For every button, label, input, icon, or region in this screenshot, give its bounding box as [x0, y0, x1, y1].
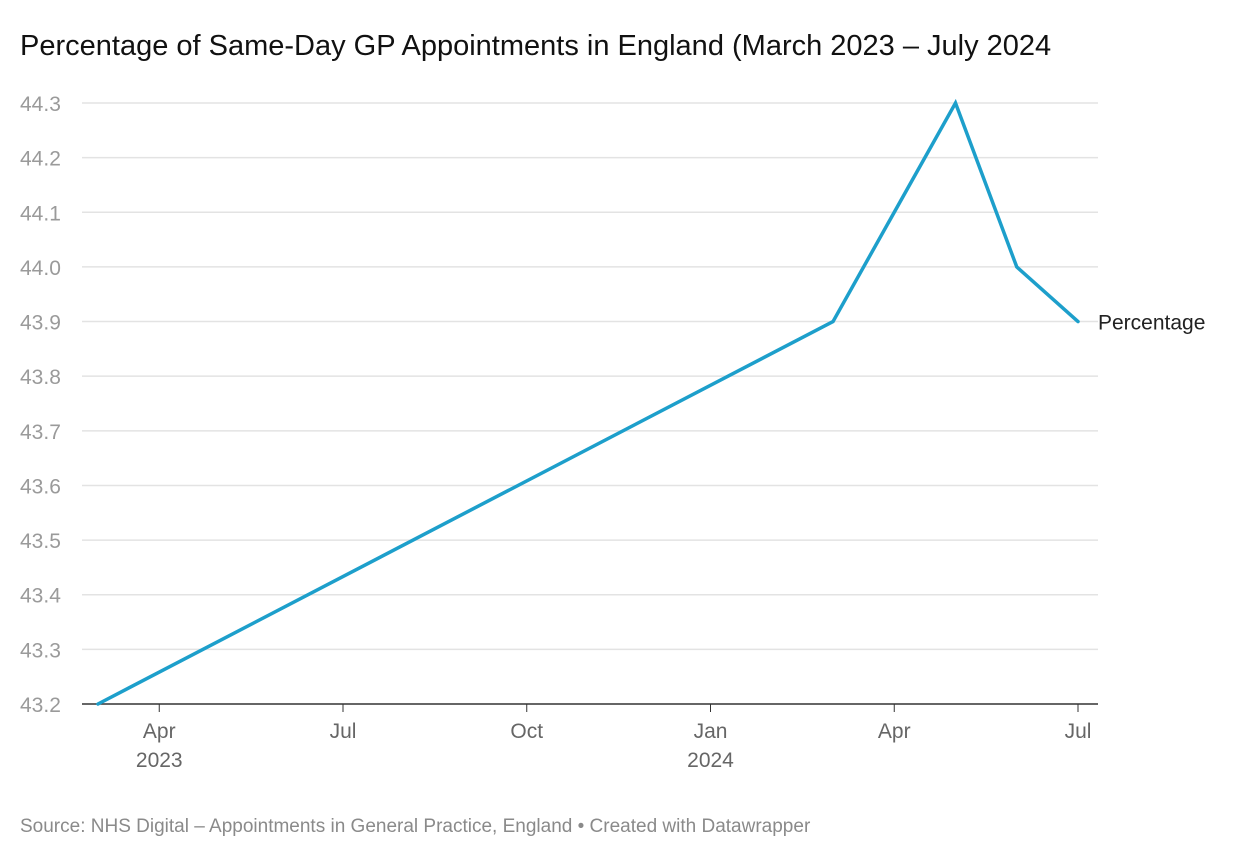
source-note: Source: NHS Digital – Appointments in Ge… — [20, 816, 811, 837]
x-tick-label: Oct — [510, 720, 543, 743]
gridlines — [82, 102, 1098, 705]
data-point — [1015, 265, 1019, 269]
y-tick-label: 44.3 — [20, 93, 61, 116]
y-tick-label: 43.3 — [20, 639, 61, 662]
y-tick-label: 43.6 — [20, 475, 61, 498]
series-line — [96, 98, 1080, 706]
y-tick-label: 43.8 — [20, 366, 61, 389]
x-tick-label: Jan — [694, 720, 728, 743]
data-point — [1076, 320, 1080, 324]
x-tick-label: Apr — [878, 720, 911, 743]
y-tick-label: 43.2 — [20, 694, 61, 717]
y-tick-label: 43.9 — [20, 312, 61, 335]
data-point — [831, 320, 835, 324]
y-tick-label: 44.1 — [20, 202, 61, 225]
x-tick-label: Jul — [330, 720, 357, 743]
series-label: Percentage — [1098, 312, 1205, 335]
x-tick-label: Apr — [143, 720, 176, 743]
y-tick-label: 43.5 — [20, 530, 61, 553]
chart-title: Percentage of Same-Day GP Appointments i… — [20, 30, 1052, 62]
x-tick-year-label: 2024 — [687, 749, 734, 772]
data-point — [954, 101, 957, 105]
data-point — [96, 702, 100, 706]
x-tick-year-label: 2023 — [136, 749, 183, 772]
y-tick-label: 43.4 — [20, 585, 61, 608]
y-tick-label: 43.7 — [20, 421, 61, 444]
x-tick-label: Jul — [1065, 720, 1092, 743]
series-layer: Percentage — [96, 98, 1205, 706]
x-axis-ticks: Apr 2023 Jul Oct Jan 2024 Apr Jul — [136, 704, 1092, 772]
y-axis-ticks: 43.2 43.3 43.4 43.5 43.6 43.7 43.8 43.9 44.0 44.1… — [20, 93, 61, 717]
y-tick-label: 44.0 — [20, 257, 61, 280]
y-tick-label: 44.2 — [20, 148, 61, 171]
